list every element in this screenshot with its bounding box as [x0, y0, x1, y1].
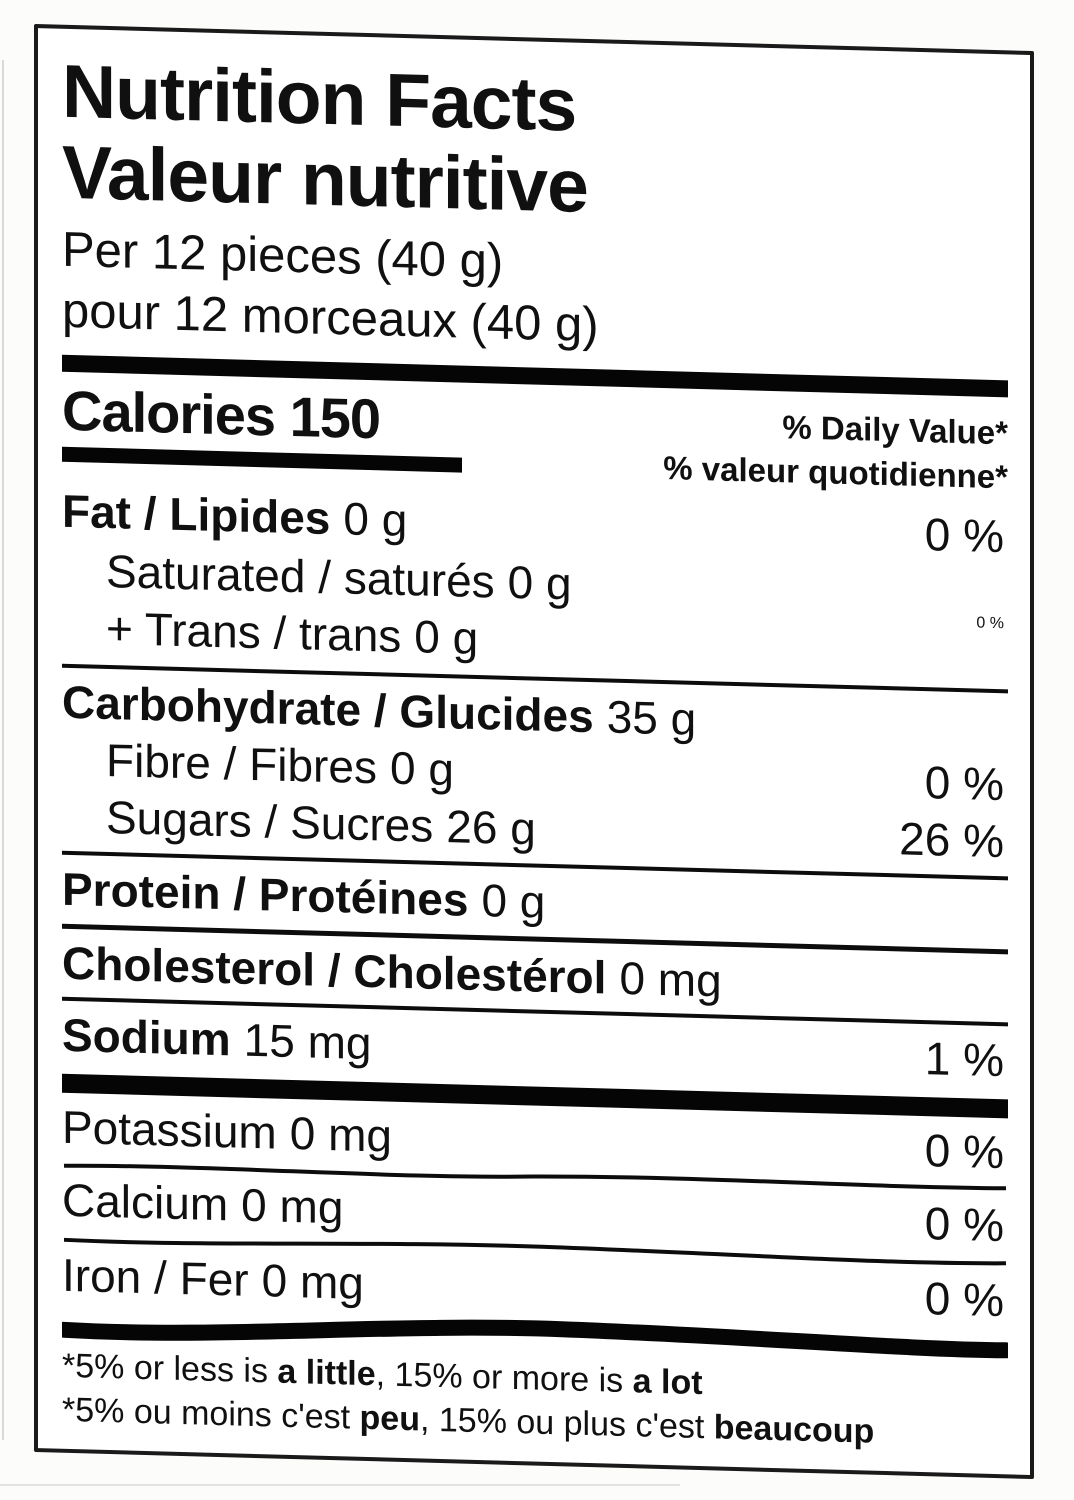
calcium-daily-value: 0 % — [924, 1197, 1004, 1252]
cholesterol-amount: 0 mg — [619, 951, 722, 1007]
wavy-thin-rule — [63, 1164, 1007, 1191]
sodium-amount: 15 mg — [243, 1014, 372, 1070]
nutrient-name: Protein / Protéines 0 g — [62, 862, 545, 928]
footnote-fr-text: , 15% ou plus c'est — [419, 1400, 714, 1447]
sodium-daily-value: 1 % — [924, 1032, 1004, 1087]
calories-row: Calories 150 — [62, 378, 462, 454]
trans-amount: 0 g — [414, 610, 479, 665]
daily-value-header: % Daily Value* % valeur quotidienne* — [663, 394, 1008, 498]
wavy-thick-rule — [62, 1319, 1008, 1359]
iron-daily-value: 0 % — [924, 1272, 1004, 1327]
footnote-en-text: , 15% or more is — [375, 1355, 633, 1401]
footnote-en-text: *5% or less is — [62, 1346, 278, 1391]
potassium-name: Potassium — [62, 1101, 277, 1159]
carbohydrate-name: Carbohydrate / Glucides — [62, 675, 594, 743]
nutrient-name: Iron / Fer 0 mg — [62, 1249, 364, 1310]
saturated-trans-daily-value: 0 % — [976, 614, 1004, 633]
nutrient-name: Sodium 15 mg — [62, 1009, 372, 1070]
trans-name: + Trans / trans — [106, 601, 402, 662]
calcium-amount: 0 mg — [241, 1178, 344, 1234]
scan-edge-artifact — [0, 1484, 680, 1486]
sugars-name: Sugars / Sucres — [106, 790, 434, 852]
calories-label: Calories — [62, 378, 275, 448]
calories-section: Calories 150 % Daily Value* % valeur quo… — [62, 378, 1008, 499]
iron-name: Iron / Fer — [62, 1248, 249, 1306]
protein-amount: 0 g — [481, 873, 546, 928]
nutrient-name: Cholesterol / Cholestérol 0 mg — [62, 936, 722, 1007]
daily-value-header-french: % valeur quotidienne* — [663, 448, 1008, 495]
potassium-daily-value: 0 % — [924, 1124, 1004, 1179]
footnote-fr-peu: peu — [359, 1399, 420, 1439]
fat-daily-value: 0 % — [924, 508, 1004, 563]
sodium-name: Sodium — [62, 1009, 231, 1066]
footnote-en-a-lot: a lot — [632, 1362, 703, 1403]
fibre-amount: 0 g — [389, 741, 454, 796]
nutrition-facts-label: Nutrition Facts Valeur nutritive Per 12 … — [34, 24, 1034, 1480]
potassium-amount: 0 mg — [289, 1107, 393, 1163]
carbohydrate-amount: 35 g — [606, 690, 697, 745]
fat-name: Fat / Lipides — [62, 484, 331, 545]
footnote-en-a-little: a little — [277, 1352, 376, 1394]
nutrient-name: Fat / Lipides 0 g — [62, 485, 407, 547]
row-saturated-trans: Saturated / saturés 0 g + Trans / trans 0 … — [62, 542, 1008, 682]
fibre-daily-value: 0 % — [924, 756, 1004, 811]
saturated-trans-names: Saturated / saturés 0 g + Trans / trans 0 … — [62, 542, 572, 670]
nutrient-name: Potassium 0 mg — [62, 1101, 392, 1163]
iron-amount: 0 mg — [261, 1254, 364, 1310]
scan-edge-artifact — [2, 60, 4, 1440]
sugars-daily-value: 26 % — [899, 812, 1004, 868]
fibre-name: Fibre / Fibres — [106, 733, 377, 794]
nutrient-name: Sugars / Sucres 26 g — [62, 790, 536, 856]
sugars-amount: 26 g — [446, 799, 536, 855]
wavy-thin-rule — [63, 1237, 1007, 1266]
footnote-fr-text: *5% ou moins c'est — [62, 1390, 360, 1438]
calcium-name: Calcium — [62, 1174, 229, 1231]
calories-value: 150 — [289, 384, 380, 451]
footnote-fr-beaucoup: beaucoup — [713, 1408, 875, 1451]
fat-amount: 0 g — [343, 492, 408, 547]
saturated-name: Saturated / saturés — [106, 544, 495, 608]
protein-name: Protein / Protéines — [62, 862, 469, 926]
saturated-amount: 0 g — [507, 555, 572, 610]
cholesterol-name: Cholesterol / Cholestérol — [62, 936, 607, 1004]
nutrient-name: Calcium 0 mg — [62, 1174, 343, 1235]
nutrient-name: Fibre / Fibres 0 g — [62, 733, 454, 796]
